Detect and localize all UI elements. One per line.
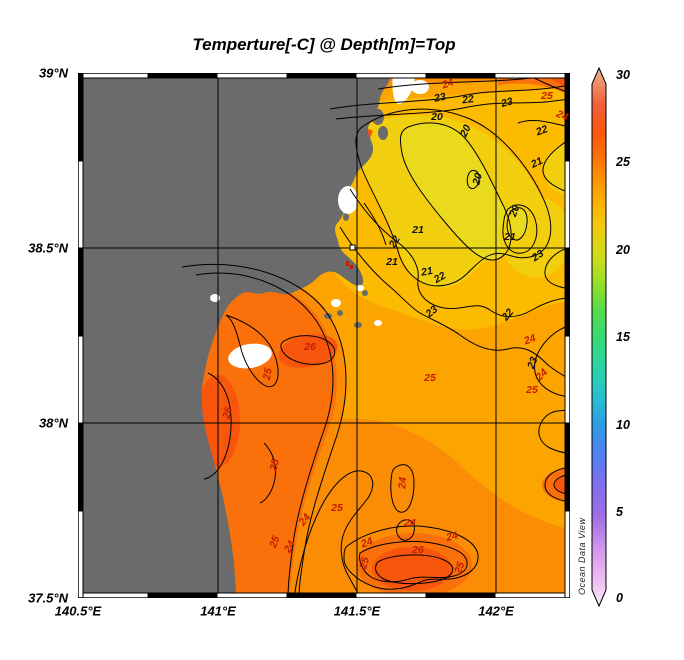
island	[362, 290, 368, 296]
map-frame	[78, 73, 570, 598]
colorbar-tick-label: 5	[616, 505, 623, 519]
x-axis-tick-label: 140.5°E	[54, 603, 102, 619]
odv-watermark: Ocean Data View	[577, 517, 587, 595]
y-axis-tick-label: 38°N	[38, 415, 68, 431]
coastal-mark	[346, 261, 349, 266]
x-axis-tick-label: 141°E	[200, 603, 236, 619]
island	[354, 322, 362, 328]
colorbar	[588, 64, 622, 617]
colorbar-tick-label: 10	[616, 418, 630, 432]
colorbar-tick-label: 15	[616, 330, 630, 344]
y-axis-tick-label: 39°N	[38, 65, 68, 81]
map-area: 24 23 22 23 25 24 20 20 22 21 20 20 21 23 21 22 21 21 22 23…	[78, 73, 570, 598]
y-axis-tick-label: 38.5°N	[28, 240, 68, 256]
y-axis-tick-label: 37.5°N	[28, 590, 68, 606]
colorbar-tick-label: 0	[616, 591, 623, 605]
island	[343, 213, 349, 221]
colorbar-tick-label: 20	[616, 243, 630, 257]
x-axis-tick-label: 141.5°E	[333, 603, 381, 619]
colorbar-tick-label: 25	[616, 155, 630, 169]
temperature-contour-map	[78, 73, 570, 598]
station-marker	[349, 244, 356, 251]
contour-lines	[181, 73, 570, 598]
x-axis-tick-label: 142°E	[478, 603, 514, 619]
no-data-patches	[210, 73, 429, 369]
colorbar-gradient-bar	[591, 66, 607, 608]
island	[378, 126, 388, 140]
coastal-mark	[350, 265, 353, 269]
island	[372, 109, 384, 125]
island	[337, 310, 343, 316]
colorbar-tick-label: 30	[616, 68, 630, 82]
plot-title: Temperture[-C] @ Depth[m]=Top	[192, 35, 456, 54]
graticule-gridlines	[78, 73, 570, 598]
